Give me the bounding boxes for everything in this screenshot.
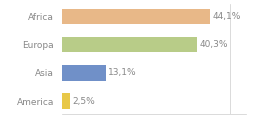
Bar bbox=[62, 93, 70, 109]
Bar bbox=[62, 37, 197, 52]
Bar bbox=[62, 9, 210, 24]
Bar bbox=[62, 65, 106, 81]
Text: 40,3%: 40,3% bbox=[200, 40, 228, 49]
Text: 2,5%: 2,5% bbox=[73, 97, 95, 106]
Text: 44,1%: 44,1% bbox=[213, 12, 241, 21]
Text: 13,1%: 13,1% bbox=[108, 68, 137, 77]
